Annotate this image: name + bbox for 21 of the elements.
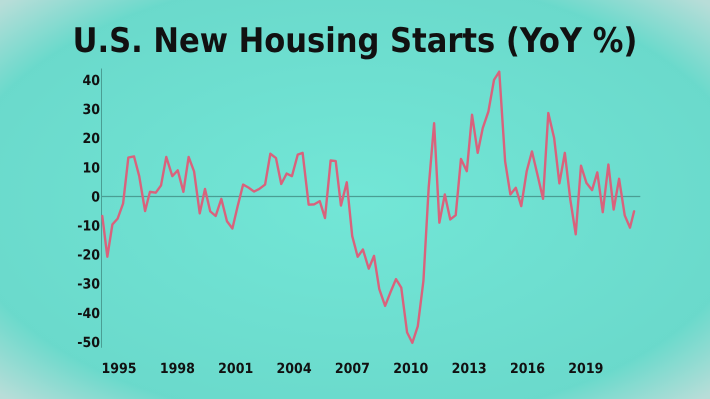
- chart-title: U.S. New Housing Starts (YoY %): [72, 21, 638, 61]
- x-tick-label: 1998: [160, 361, 195, 377]
- y-tick-label: 20: [82, 131, 100, 148]
- y-tick-label: -30: [77, 276, 100, 293]
- x-tick-label: 2010: [393, 361, 429, 377]
- x-tick-label: 1995: [101, 361, 137, 377]
- x-tick-label: 2016: [510, 361, 546, 377]
- y-tick-label: 10: [82, 160, 100, 176]
- y-tick-label: -50: [77, 334, 100, 351]
- y-tick-label: 30: [82, 102, 100, 118]
- y-tick-label: -20: [77, 248, 100, 264]
- y-tick-label: 0: [91, 189, 100, 206]
- y-tick-label: -40: [77, 306, 100, 322]
- x-tick-label: 2007: [334, 361, 370, 377]
- y-tick-label: -10: [77, 218, 100, 235]
- y-tick-label: 40: [82, 73, 100, 90]
- x-tick-label: 2004: [276, 361, 312, 377]
- x-tick-label: 2001: [218, 361, 254, 377]
- x-tick-label: 2019: [568, 361, 604, 377]
- x-tick-label: 2013: [452, 361, 487, 377]
- line-series: [101, 70, 636, 344]
